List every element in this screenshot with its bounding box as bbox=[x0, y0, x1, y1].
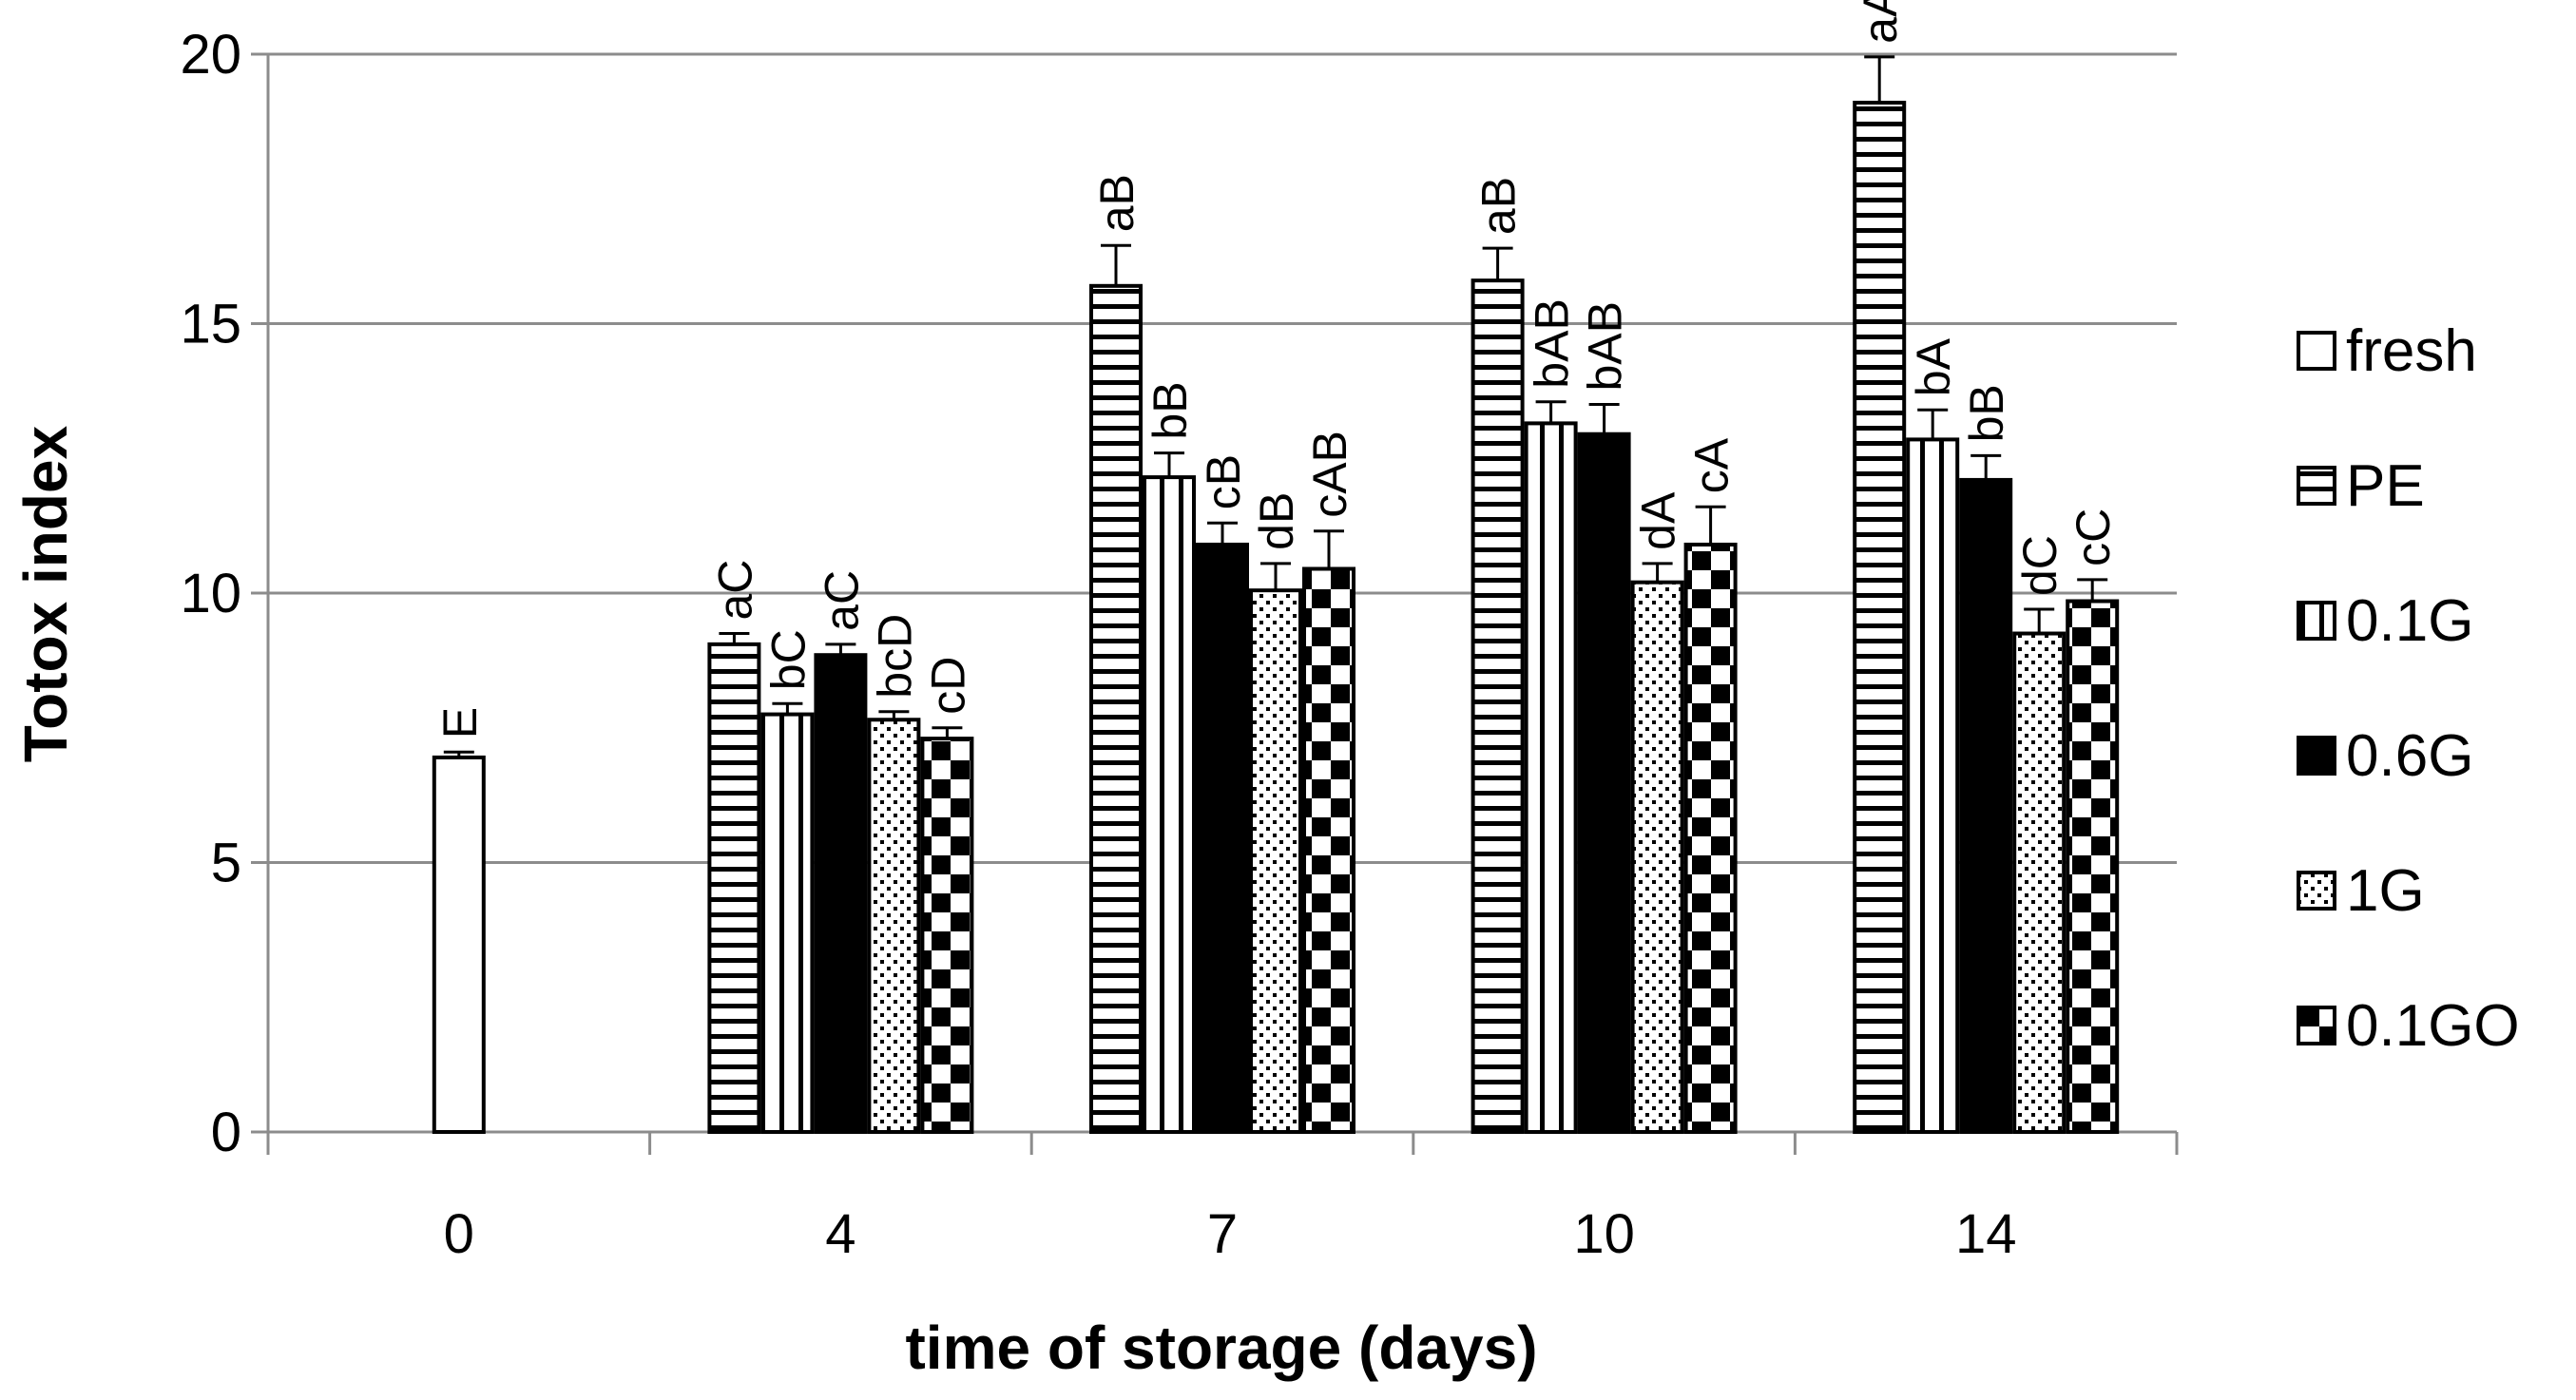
bar-0.6G-day-7 bbox=[1196, 542, 1249, 1134]
significance-label: bAB bbox=[1526, 298, 1579, 389]
legend-label-fresh: fresh bbox=[2346, 318, 2477, 384]
significance-label: dA bbox=[1632, 491, 1685, 550]
significance-label: E bbox=[433, 707, 487, 738]
y-tick-label: 15 bbox=[180, 294, 241, 355]
y-axis-title: Totox index bbox=[11, 425, 80, 762]
significance-label: bB bbox=[1960, 384, 2013, 442]
y-tick-label: 0 bbox=[211, 1102, 241, 1163]
bar-0.1G-day-4 bbox=[760, 712, 815, 1134]
bar-1G-day-7 bbox=[1249, 588, 1302, 1134]
bar-0.6G-day-10 bbox=[1577, 432, 1631, 1134]
bar-0.1GO-day-7 bbox=[1302, 566, 1355, 1134]
significance-label: aB bbox=[1472, 177, 1526, 235]
bars bbox=[432, 55, 2120, 1135]
legend-label-0.1G: 0.1G bbox=[2346, 588, 2473, 654]
legend-label-1G: 1G bbox=[2346, 858, 2425, 924]
y-tick-label: 10 bbox=[180, 563, 241, 624]
significance-label: cB bbox=[1197, 454, 1250, 509]
y-tick-label: 5 bbox=[211, 833, 241, 894]
legend: fresh PE 0.1G 0.6G 1G 0.1GO bbox=[2297, 318, 2520, 1059]
legend-label-0.1GO: 0.1GO bbox=[2346, 993, 2520, 1059]
significance-label: cD bbox=[921, 657, 974, 715]
significance-label: dC bbox=[2013, 535, 2067, 596]
significance-label: cA bbox=[1685, 437, 1739, 493]
significance-label: aC bbox=[815, 570, 868, 631]
significance-label: aA bbox=[1854, 0, 1907, 44]
legend-swatch-0.1G bbox=[2297, 601, 2336, 641]
bar-1G-day-10 bbox=[1630, 580, 1684, 1134]
bar-0.1G-day-10 bbox=[1524, 421, 1578, 1134]
significance-label: cAB bbox=[1303, 431, 1356, 518]
significance-label: bAB bbox=[1579, 301, 1632, 392]
x-axis-title: time of storage (days) bbox=[905, 1314, 1537, 1382]
legend-swatch-fresh bbox=[2297, 331, 2336, 371]
bar-0.1G-day-7 bbox=[1143, 475, 1196, 1135]
bar-0.1GO-day-4 bbox=[920, 737, 974, 1135]
legend-swatch-0.6G bbox=[2297, 736, 2336, 776]
significance-label: aB bbox=[1090, 174, 1144, 232]
x-tick-label: 0 bbox=[444, 1203, 474, 1265]
legend-label-PE: PE bbox=[2346, 453, 2425, 519]
bar-0.6G-day-14 bbox=[1959, 477, 2013, 1134]
x-tick-label: 14 bbox=[1955, 1203, 2017, 1265]
bar-0.1GO-day-10 bbox=[1683, 542, 1738, 1134]
bar-PE-day-14 bbox=[1853, 101, 1907, 1134]
x-tick-label: 4 bbox=[825, 1203, 855, 1265]
bar-fresh-day-0 bbox=[432, 755, 486, 1134]
bar-0.1GO-day-14 bbox=[2066, 599, 2120, 1134]
bar-1G-day-4 bbox=[867, 718, 921, 1134]
bar-0.6G-day-4 bbox=[814, 653, 868, 1135]
significance-label: aC bbox=[708, 560, 761, 621]
bar-PE-day-4 bbox=[707, 642, 761, 1134]
x-tick-label: 7 bbox=[1207, 1203, 1238, 1265]
axes: 0 5 10 15 20 0 4 7 10 14 bbox=[180, 24, 2179, 1265]
bar-PE-day-10 bbox=[1471, 278, 1525, 1134]
bar-0.1G-day-14 bbox=[1906, 437, 1960, 1134]
significance-label: dB bbox=[1250, 492, 1303, 550]
significance-label: cC bbox=[2067, 508, 2120, 566]
bar-PE-day-7 bbox=[1089, 283, 1143, 1134]
bar-1G-day-14 bbox=[2012, 631, 2067, 1134]
significance-label: bcD bbox=[868, 614, 921, 699]
significance-label: bA bbox=[1907, 337, 1960, 396]
legend-swatch-0.1GO bbox=[2297, 1006, 2336, 1045]
x-tick-label: 10 bbox=[1573, 1203, 1635, 1265]
legend-label-0.6G: 0.6G bbox=[2346, 723, 2473, 789]
significance-label: bC bbox=[761, 629, 815, 690]
y-tick-label: 20 bbox=[180, 24, 241, 86]
legend-swatch-PE bbox=[2297, 466, 2336, 506]
significance-label: bB bbox=[1144, 381, 1197, 439]
legend-swatch-1G bbox=[2297, 871, 2336, 911]
